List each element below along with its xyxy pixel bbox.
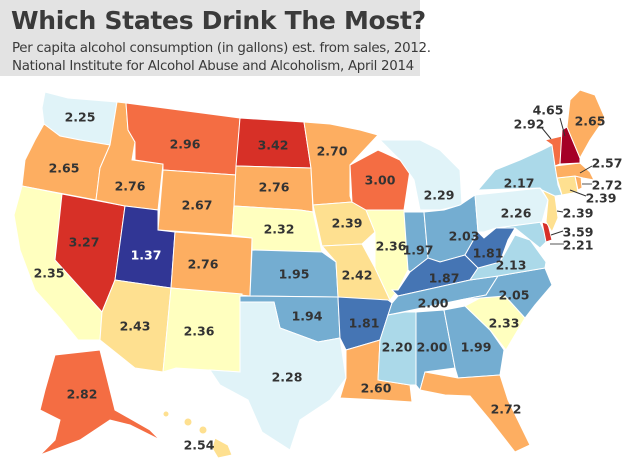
label-de: 3.59: [563, 225, 594, 240]
state-vt: [543, 135, 563, 167]
label-az: 2.43: [120, 319, 151, 334]
label-nv: 3.27: [69, 235, 100, 250]
map-title: Which States Drink The Most?: [11, 6, 426, 35]
state-me: [566, 89, 606, 160]
label-mi: 2.29: [424, 188, 455, 203]
label-mn: 2.70: [317, 144, 348, 159]
label-sd: 2.76: [259, 180, 290, 195]
label-nd: 3.42: [258, 138, 289, 153]
label-ms: 2.20: [382, 340, 413, 355]
label-ca: 2.35: [34, 266, 65, 281]
label-tn: 2.00: [418, 296, 449, 311]
header-panel: Which States Drink The Most? Per capita …: [0, 0, 431, 76]
label-pa: 2.26: [501, 206, 532, 221]
label-ak: 2.82: [67, 387, 98, 402]
label-ok: 1.94: [292, 309, 323, 324]
label-ar: 1.81: [349, 316, 380, 331]
map-subtitle: Per capita alcohol consumption (in gallo…: [12, 41, 431, 56]
label-me: 2.65: [575, 114, 606, 129]
state-nc: [459, 267, 553, 319]
label-ga: 1.99: [461, 340, 492, 355]
label-tx: 2.28: [272, 370, 303, 385]
label-vt: 2.92: [514, 117, 545, 132]
label-hi: 2.54: [184, 438, 215, 453]
label-ri: 2.72: [592, 178, 623, 193]
label-nh: 4.65: [533, 103, 564, 118]
state-wi: [349, 149, 411, 211]
label-il: 2.36: [376, 239, 407, 254]
label-fl: 2.72: [491, 402, 522, 417]
label-ne: 2.32: [264, 222, 295, 237]
state-tx: [209, 301, 347, 451]
state-de: [541, 221, 553, 243]
label-mt: 2.96: [170, 137, 201, 152]
state-ma: [554, 162, 595, 181]
label-ks: 1.95: [279, 267, 310, 282]
leader-ct: [569, 189, 587, 197]
state-fl: [419, 371, 531, 453]
label-md: 2.21: [563, 238, 594, 253]
label-id: 2.76: [115, 179, 146, 194]
label-al: 2.00: [417, 340, 448, 355]
label-wa: 2.25: [65, 110, 96, 125]
leader-vt: [541, 127, 552, 140]
state-hi-islands: [183, 417, 193, 427]
label-in: 1.97: [403, 243, 434, 258]
label-wv: 1.81: [473, 246, 504, 261]
label-ny: 2.17: [504, 176, 535, 191]
leader-ma: [579, 165, 593, 174]
state-ak: [39, 349, 161, 456]
label-sc: 2.33: [489, 316, 520, 331]
leader-de: [550, 230, 564, 236]
leader-nh: [559, 117, 566, 137]
label-nj: 2.39: [563, 206, 594, 221]
map-source: National Institute for Alcohol Abuse and…: [12, 59, 414, 74]
label-ky: 1.87: [429, 271, 460, 286]
state-ny: [476, 144, 563, 197]
label-nc: 2.05: [499, 288, 530, 303]
state-hi-islands: [198, 425, 208, 435]
label-wy: 2.67: [182, 198, 213, 213]
label-or: 2.65: [49, 161, 80, 176]
label-oh: 2.03: [449, 229, 480, 244]
label-wi: 3.00: [365, 173, 396, 188]
state-hi: [211, 437, 233, 459]
label-ct: 2.39: [586, 191, 617, 206]
label-ma: 2.57: [592, 156, 623, 171]
leader-nj: [556, 210, 564, 213]
label-ia: 2.39: [332, 216, 363, 231]
state-nm: [162, 287, 243, 373]
label-la: 2.60: [361, 381, 392, 396]
label-mo: 2.42: [342, 268, 373, 283]
state-hi-islands: [162, 410, 170, 418]
label-ut: 1.37: [131, 248, 162, 263]
state-nh: [559, 126, 581, 165]
state-mn: [303, 121, 379, 206]
label-nm: 2.36: [184, 324, 215, 339]
label-va: 2.13: [496, 258, 527, 273]
label-co: 2.76: [188, 257, 219, 272]
